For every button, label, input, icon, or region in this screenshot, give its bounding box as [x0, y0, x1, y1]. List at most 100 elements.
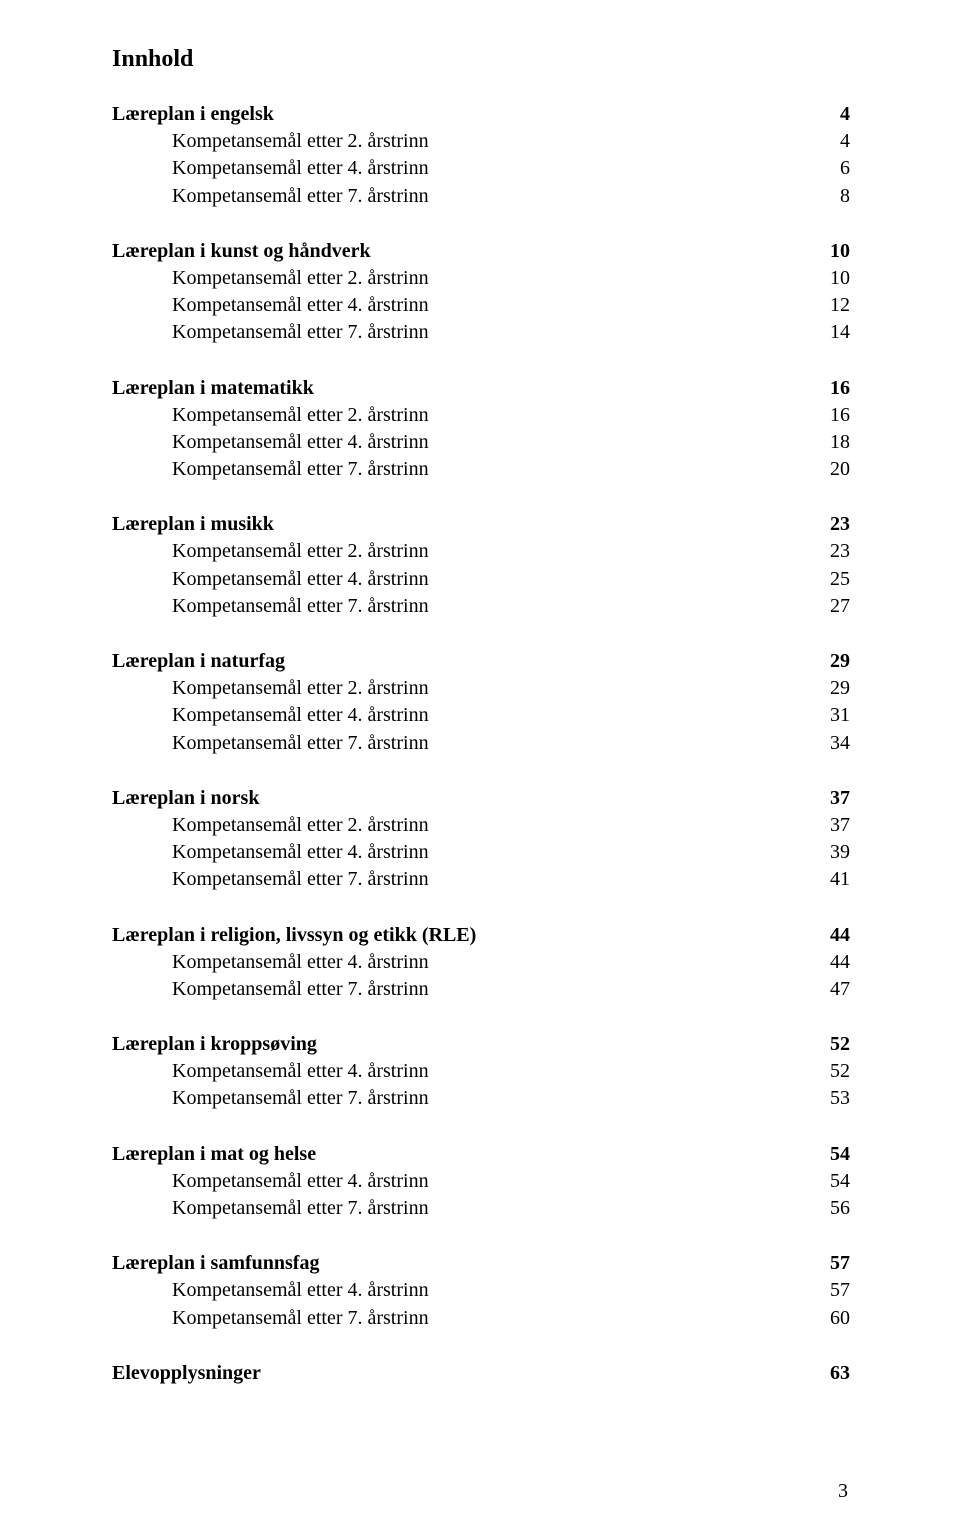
toc-item-page: 53 — [830, 1085, 850, 1112]
toc-section-heading: Læreplan i kroppsøving52 — [112, 1031, 850, 1058]
toc-heading-page: 37 — [830, 785, 850, 812]
toc-item-row: Kompetansemål etter 7. årstrinn 20 — [112, 456, 850, 483]
toc-title: Innhold — [112, 46, 850, 73]
toc-item-label: Kompetansemål etter 7. årstrinn — [112, 1305, 429, 1332]
toc-section-heading: Læreplan i mat og helse 54 — [112, 1141, 850, 1168]
toc-item-page: 41 — [830, 866, 850, 893]
toc-final-section: Elevopplysninger 63 — [112, 1360, 850, 1387]
toc-heading-label: Læreplan i matematikk — [112, 375, 314, 402]
toc-heading-page: 54 — [830, 1141, 850, 1168]
toc-item-page: 12 — [830, 292, 850, 319]
toc-heading-label: Læreplan i engelsk — [112, 101, 274, 128]
toc-heading-page: 16 — [830, 375, 850, 402]
toc-item-row: Kompetansemål etter 4. årstrinn 44 — [112, 949, 850, 976]
toc-item-label: Kompetansemål etter 4. årstrinn — [112, 949, 429, 976]
toc-item-page: 4 — [840, 128, 850, 155]
toc-item-page: 27 — [830, 593, 850, 620]
toc-item-page: 56 — [830, 1195, 850, 1222]
toc-item-page: 54 — [830, 1168, 850, 1195]
toc-item-label: Kompetansemål etter 4. årstrinn — [112, 1277, 429, 1304]
toc-section-heading: Læreplan i matematikk 16 — [112, 375, 850, 402]
toc-item-row: Kompetansemål etter 4. årstrinn6 — [112, 155, 850, 182]
toc-item-label: Kompetansemål etter 7. årstrinn — [112, 1195, 429, 1222]
toc-item-page: 44 — [830, 949, 850, 976]
toc-section: Læreplan i matematikk16Kompetansemål ett… — [112, 375, 850, 484]
toc-item-page: 47 — [830, 976, 850, 1003]
toc-section-heading: Læreplan i kunst og håndverk 10 — [112, 238, 850, 265]
toc-page: Innhold Læreplan i engelsk4Kompetansemål… — [0, 0, 960, 1539]
toc-item-label: Kompetansemål etter 7. årstrinn — [112, 866, 429, 893]
toc-item-page: 10 — [830, 265, 850, 292]
toc-item-page: 23 — [830, 538, 850, 565]
toc-heading-label: Læreplan i musikk — [112, 511, 274, 538]
toc-section: Læreplan i engelsk4Kompetansemål etter 2… — [112, 101, 850, 210]
toc-item-row: Kompetansemål etter 7. årstrinn 27 — [112, 593, 850, 620]
toc-item-label: Kompetansemål etter 4. årstrinn — [112, 702, 429, 729]
toc-final-row: Elevopplysninger 63 — [112, 1360, 850, 1387]
toc-item-label: Kompetansemål etter 7. årstrinn — [112, 183, 429, 210]
toc-item-row: Kompetansemål etter 7. årstrinn 53 — [112, 1085, 850, 1112]
toc-heading-label: Læreplan i mat og helse — [112, 1141, 316, 1168]
toc-heading-page: 29 — [830, 648, 850, 675]
toc-heading-page: 10 — [830, 238, 850, 265]
toc-item-page: 20 — [830, 456, 850, 483]
toc-item-label: Kompetansemål etter 7. årstrinn — [112, 730, 429, 757]
toc-section: Læreplan i mat og helse54Kompetansemål e… — [112, 1141, 850, 1223]
toc-item-row: Kompetansemål etter 4. årstrinn 57 — [112, 1277, 850, 1304]
toc-heading-page: 23 — [830, 511, 850, 538]
toc-item-row: Kompetansemål etter 4. årstrinn39 — [112, 839, 850, 866]
toc-item-row: Kompetansemål etter 7. årstrinn34 — [112, 730, 850, 757]
toc-item-label: Kompetansemål etter 7. årstrinn — [112, 456, 429, 483]
toc-item-row: Kompetansemål etter 2. årstrinn 4 — [112, 128, 850, 155]
toc-item-row: Kompetansemål etter 4. årstrinn 12 — [112, 292, 850, 319]
toc-item-page: 6 — [840, 155, 850, 182]
toc-item-row: Kompetansemål etter 7. årstrinn47 — [112, 976, 850, 1003]
toc-heading-page: 52 — [830, 1031, 850, 1058]
toc-heading-page: 44 — [830, 922, 850, 949]
toc-item-row: Kompetansemål etter 4. årstrinn 18 — [112, 429, 850, 456]
toc-item-label: Kompetansemål etter 2. årstrinn — [112, 128, 429, 155]
toc-item-row: Kompetansemål etter 2. årstrinn 23 — [112, 538, 850, 565]
toc-item-row: Kompetansemål etter 2. årstrinn10 — [112, 265, 850, 292]
toc-item-page: 18 — [830, 429, 850, 456]
toc-item-page: 29 — [830, 675, 850, 702]
toc-item-row: Kompetansemål etter 2. årstrinn29 — [112, 675, 850, 702]
toc-item-page: 14 — [830, 319, 850, 346]
toc-item-page: 8 — [840, 183, 850, 210]
toc-item-page: 57 — [830, 1277, 850, 1304]
toc-final-page: 63 — [830, 1360, 850, 1387]
toc-section: Læreplan i musikk23Kompetansemål etter 2… — [112, 511, 850, 620]
toc-item-row: Kompetansemål etter 7. årstrinn 56 — [112, 1195, 850, 1222]
toc-item-label: Kompetansemål etter 2. årstrinn — [112, 538, 429, 565]
toc-heading-label: Læreplan i kunst og håndverk — [112, 238, 371, 265]
toc-heading-label: Læreplan i norsk — [112, 785, 259, 812]
toc-item-label: Kompetansemål etter 4. årstrinn — [112, 566, 429, 593]
toc-item-row: Kompetansemål etter 4. årstrinn 52 — [112, 1058, 850, 1085]
page-number: 3 — [838, 1480, 848, 1503]
toc-section-heading: Læreplan i religion, livssyn og etikk (R… — [112, 922, 850, 949]
toc-item-page: 37 — [830, 812, 850, 839]
toc-section-heading: Læreplan i musikk 23 — [112, 511, 850, 538]
toc-section: Læreplan i kroppsøving52Kompetansemål et… — [112, 1031, 850, 1113]
toc-item-label: Kompetansemål etter 2. årstrinn — [112, 812, 429, 839]
toc-heading-page: 57 — [830, 1250, 850, 1277]
toc-heading-label: Læreplan i religion, livssyn og etikk (R… — [112, 922, 476, 949]
toc-section: Læreplan i naturfag29Kompetansemål etter… — [112, 648, 850, 757]
toc-item-label: Kompetansemål etter 4. årstrinn — [112, 292, 429, 319]
toc-item-page: 25 — [830, 566, 850, 593]
toc-item-row: Kompetansemål etter 2. årstrinn 37 — [112, 812, 850, 839]
toc-section-heading: Læreplan i naturfag29 — [112, 648, 850, 675]
toc-item-row: Kompetansemål etter 2. årstrinn16 — [112, 402, 850, 429]
toc-item-page: 52 — [830, 1058, 850, 1085]
toc-section: Læreplan i kunst og håndverk10Kompetanse… — [112, 238, 850, 347]
toc-item-label: Kompetansemål etter 4. årstrinn — [112, 1168, 429, 1195]
toc-section-heading: Læreplan i norsk 37 — [112, 785, 850, 812]
toc-item-label: Kompetansemål etter 4. årstrinn — [112, 1058, 429, 1085]
toc-item-label: Kompetansemål etter 4. årstrinn — [112, 429, 429, 456]
toc-item-label: Kompetansemål etter 7. årstrinn — [112, 319, 429, 346]
toc-item-label: Kompetansemål etter 4. årstrinn — [112, 839, 429, 866]
toc-item-label: Kompetansemål etter 7. årstrinn — [112, 593, 429, 620]
toc-item-row: Kompetansemål etter 4. årstrinn 25 — [112, 566, 850, 593]
toc-heading-page: 4 — [840, 101, 850, 128]
toc-item-label: Kompetansemål etter 7. årstrinn — [112, 1085, 429, 1112]
